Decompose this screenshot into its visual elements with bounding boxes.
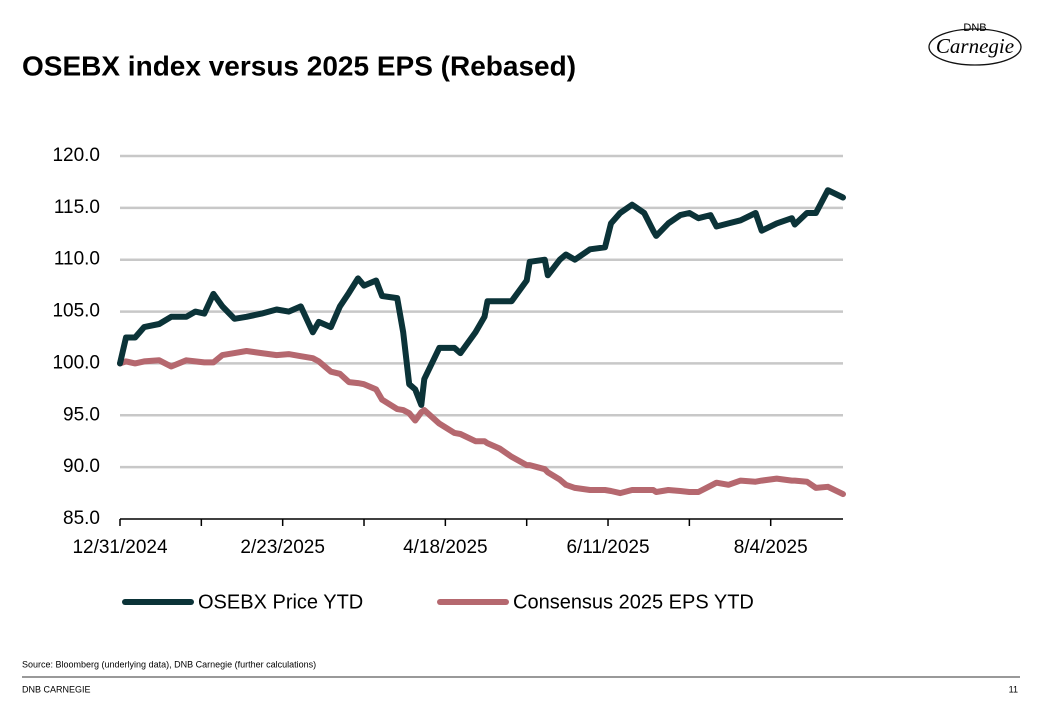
y-tick-label: 110.0 bbox=[54, 249, 100, 270]
logo: DNB Carnegie bbox=[928, 22, 1022, 66]
x-tick-label: 4/18/2025 bbox=[403, 537, 488, 558]
x-tick-label: 6/11/2025 bbox=[566, 537, 649, 558]
legend-label: Consensus 2025 EPS YTD bbox=[513, 591, 754, 613]
page-number: 11 bbox=[1009, 684, 1018, 694]
series-line bbox=[117, 187, 846, 408]
x-tick-label: 8/4/2025 bbox=[734, 537, 808, 558]
x-tick-label: 2/23/2025 bbox=[240, 537, 325, 558]
logo-name: Carnegie bbox=[936, 34, 1014, 58]
y-tick-label: 90.0 bbox=[63, 456, 100, 477]
chart-title: OSEBX index versus 2025 EPS (Rebased) bbox=[22, 50, 576, 81]
y-tick-label: 85.0 bbox=[63, 508, 100, 529]
y-tick-label: 100.0 bbox=[52, 352, 100, 373]
x-tick-label: 12/31/2024 bbox=[72, 537, 168, 558]
y-tick-label: 120.0 bbox=[52, 145, 100, 166]
logo-top: DNB bbox=[963, 22, 986, 34]
logo-ellipse bbox=[928, 28, 1022, 66]
footer-company: DNB CARNEGIE bbox=[22, 684, 91, 694]
source: Source: Bloomberg (underlying data), DNB… bbox=[22, 659, 316, 669]
y-tick-label: 115.0 bbox=[54, 197, 100, 218]
y-tick-label: 95.0 bbox=[63, 404, 100, 425]
series-line bbox=[117, 348, 846, 498]
legend-label: OSEBX Price YTD bbox=[198, 591, 363, 613]
y-tick-label: 105.0 bbox=[52, 301, 100, 322]
